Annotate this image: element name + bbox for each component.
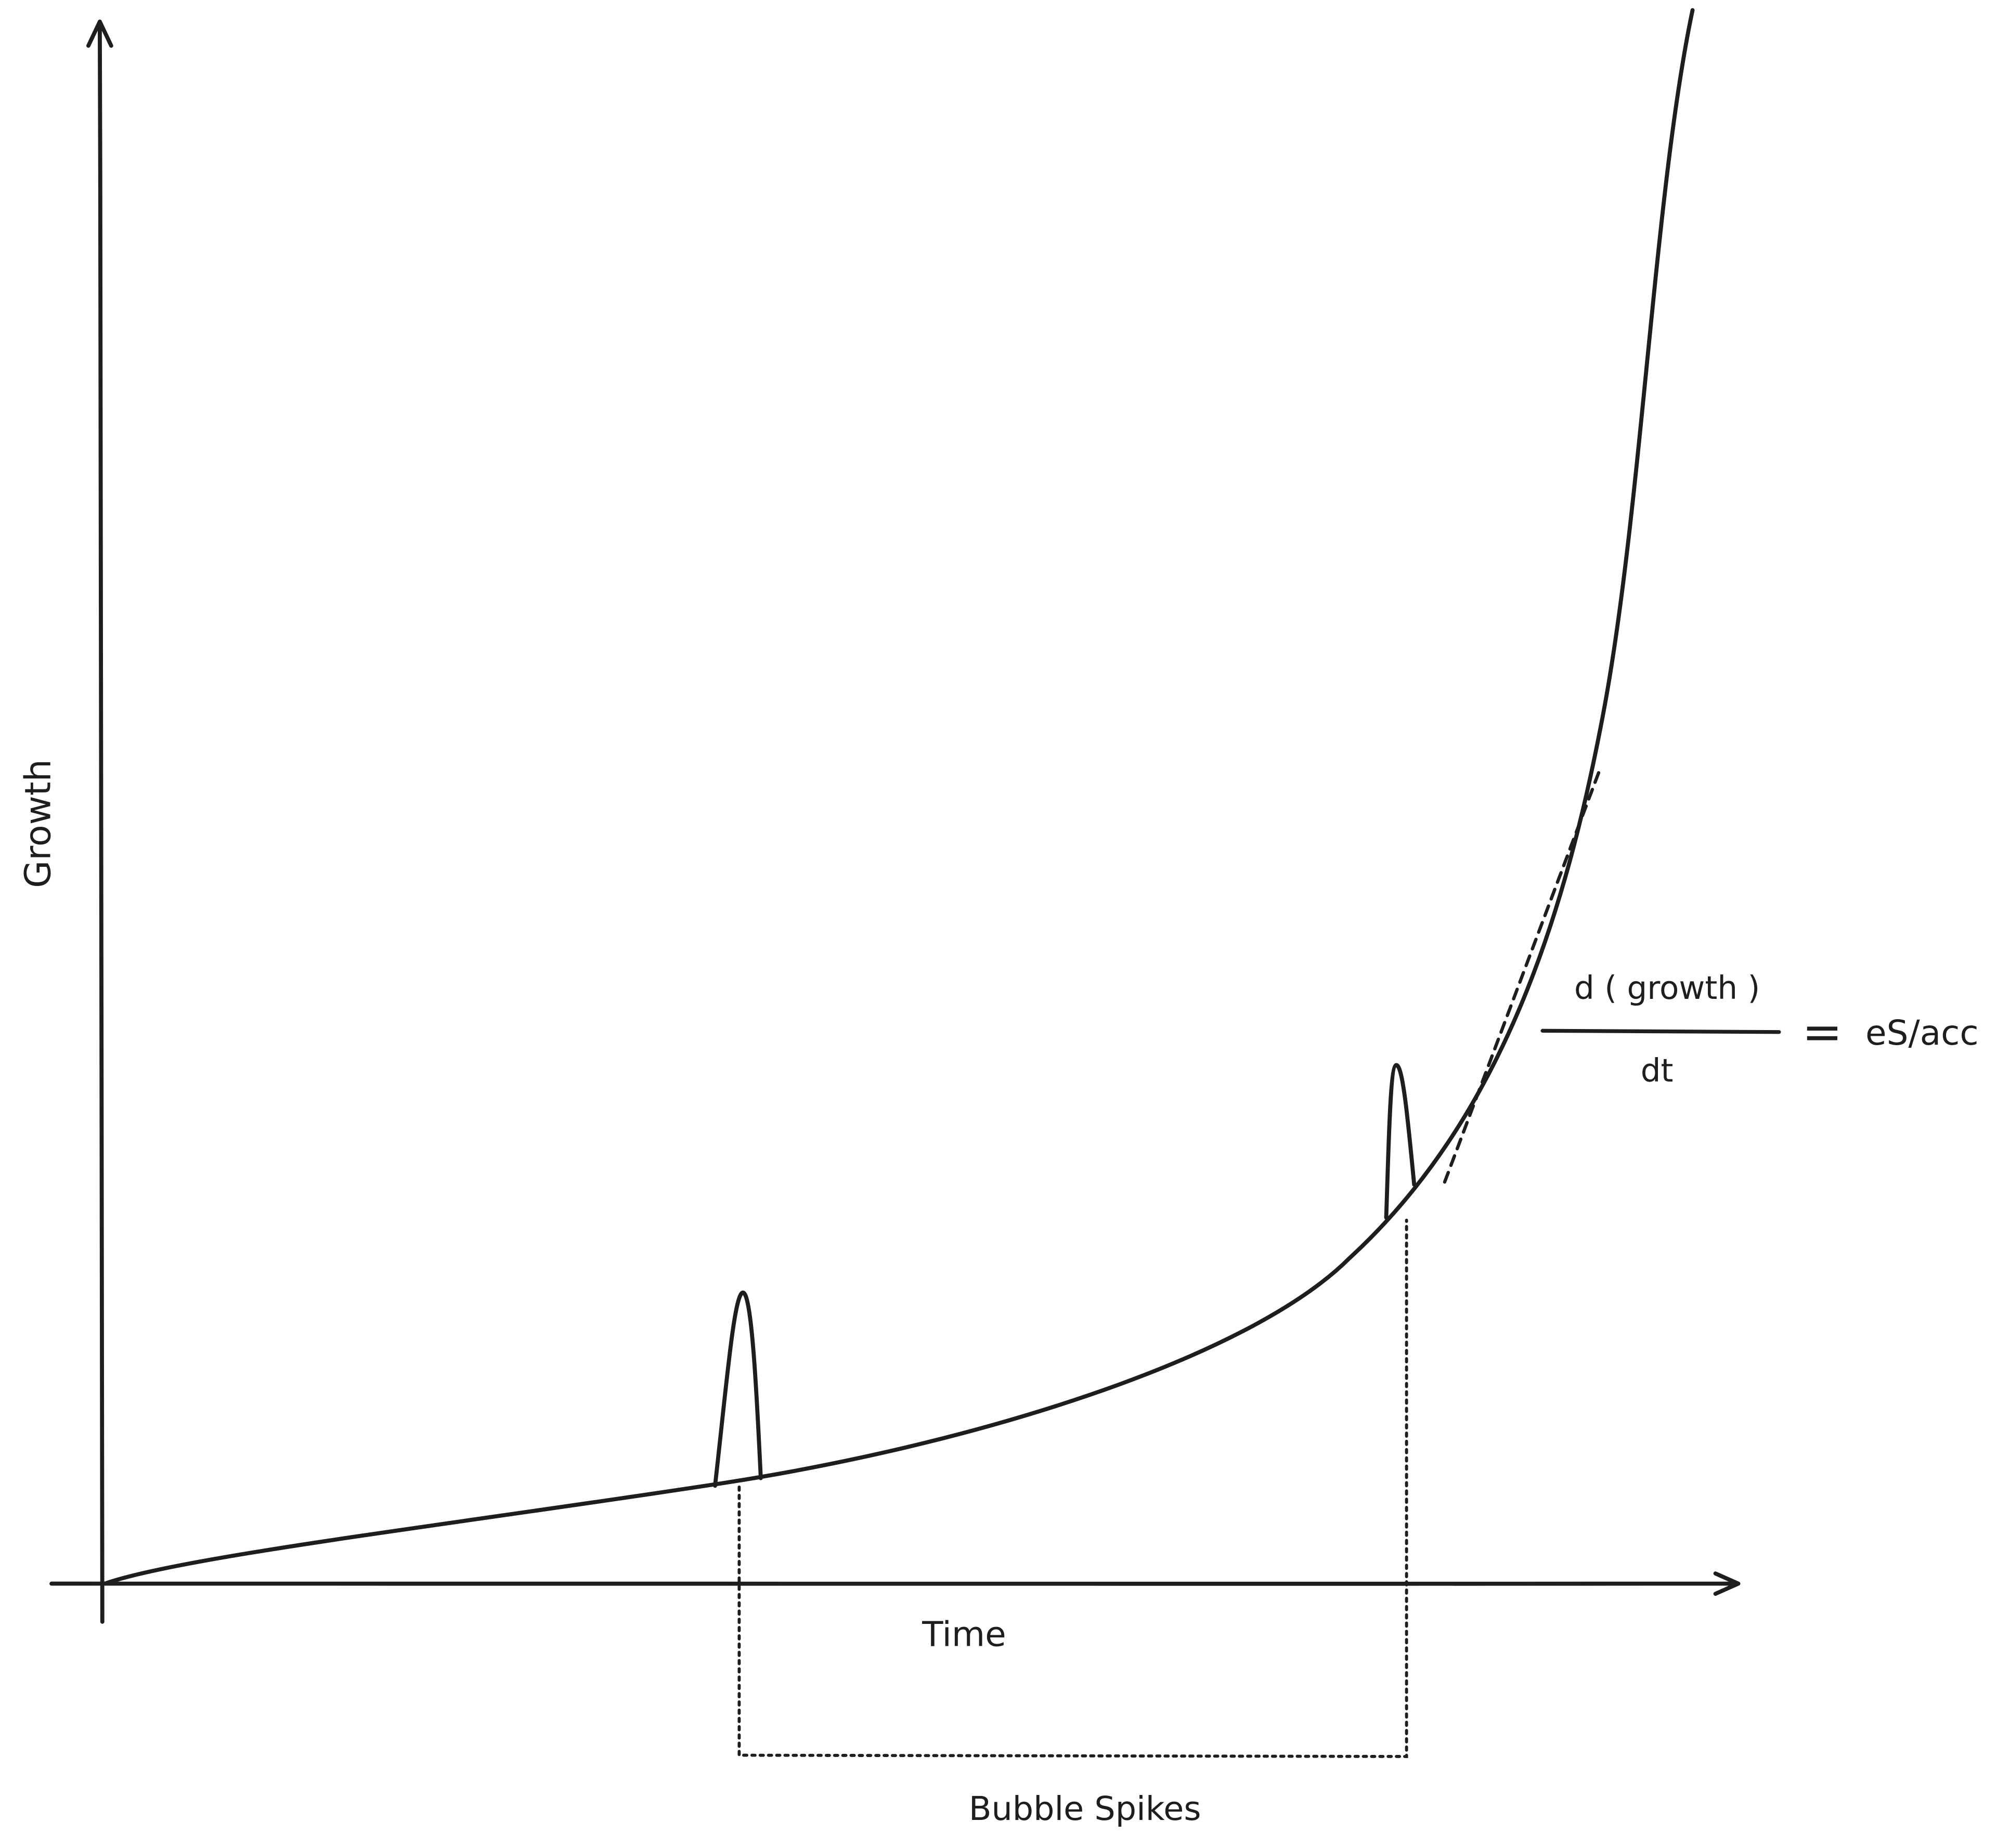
fraction-denominator: dt [1641,1052,1674,1089]
fraction-numerator: d ( growth ) [1574,970,1760,1007]
spike-bracket [737,1218,1408,1758]
bubble-spike-2 [1384,1063,1417,1220]
result-label: eS/acc [1865,1013,1979,1053]
y-axis-line [97,23,105,1624]
equals-sign: = [1802,1004,1843,1060]
growth-curve [102,8,1695,1586]
x-axis-label: Time [922,1614,1006,1654]
bracket-label: Bubble Spikes [969,1789,1201,1828]
x-axis-arrowhead [1713,1571,1741,1596]
y-axis-label: Growth [18,759,59,888]
x-axis [49,1571,1741,1596]
tangent-line [1443,764,1603,1184]
y-axis-arrowhead [86,19,113,48]
bubble-spike-1 [713,1290,763,1488]
y-axis [86,19,113,1624]
fraction-bar [1540,1029,1781,1034]
